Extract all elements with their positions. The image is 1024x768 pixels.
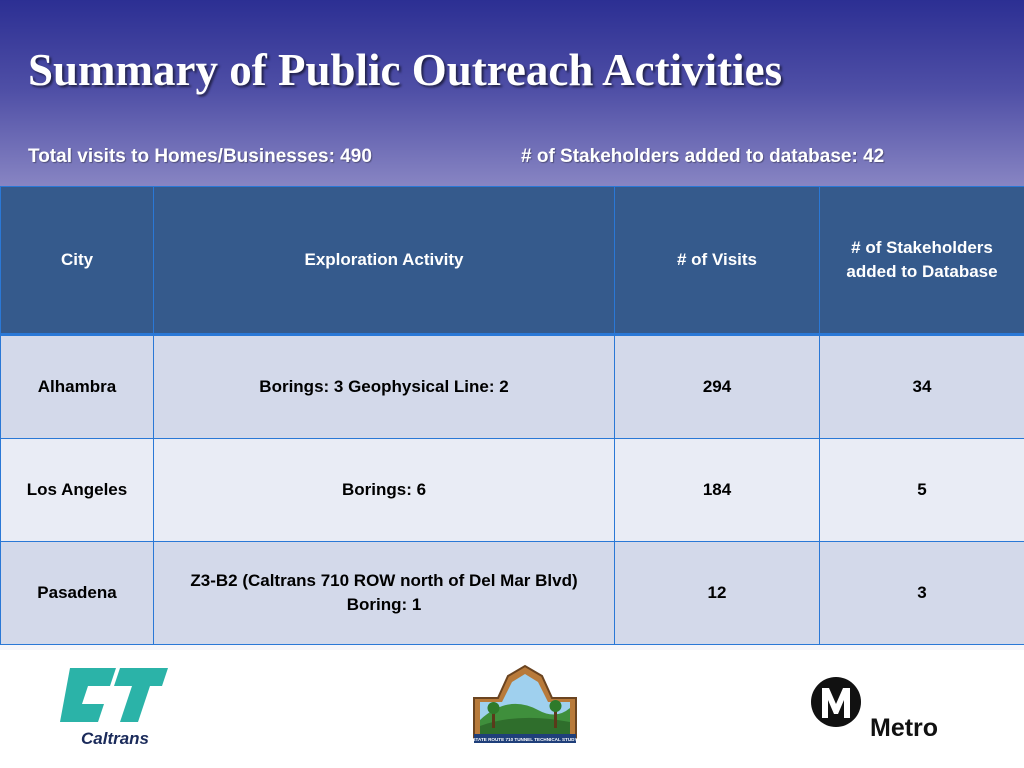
caltrans-logo-icon: Caltrans	[60, 668, 168, 748]
header-exploration-activity: Exploration Activity	[153, 186, 615, 336]
header-visits: # of Visits	[614, 186, 820, 336]
stakeholders-stat: # of Stakeholders added to database: 42	[521, 146, 885, 167]
cell-activity: Z3-B2 (Caltrans 710 ROW north of Del Mar…	[153, 541, 615, 645]
table-row: Pasadena Z3-B2 (Caltrans 710 ROW north o…	[0, 541, 1024, 645]
cell-visits: 294	[614, 334, 820, 439]
cell-stakeholders: 5	[819, 438, 1024, 542]
page-title: Summary of Public Outreach Activities	[28, 45, 783, 95]
table-row: Alhambra Borings: 3 Geophysical Line: 2 …	[0, 334, 1024, 439]
outreach-table: City Exploration Activity # of Visits # …	[0, 186, 1024, 645]
total-visits-stat: Total visits to Homes/Businesses: 490	[28, 146, 372, 167]
cell-visits: 12	[614, 541, 820, 645]
metro-logo-icon: Metro	[810, 672, 962, 742]
cell-stakeholders: 34	[819, 334, 1024, 439]
study-logo-icon: STATE ROUTE 710 TUNNEL TECHNICAL STUDY	[472, 664, 578, 743]
cell-visits: 184	[614, 438, 820, 542]
svg-text:Metro: Metro	[870, 714, 938, 742]
cell-city: Alhambra	[0, 334, 154, 439]
table-header-row: City Exploration Activity # of Visits # …	[0, 186, 1024, 336]
svg-text:STATE ROUTE 710 TUNNEL TECHNIC: STATE ROUTE 710 TUNNEL TECHNICAL STUDY	[472, 737, 577, 742]
table-row: Los Angeles Borings: 6 184 5	[0, 438, 1024, 542]
svg-text:Caltrans: Caltrans	[81, 729, 149, 748]
cell-city: Los Angeles	[0, 438, 154, 542]
cell-activity: Borings: 6	[153, 438, 615, 542]
cell-activity: Borings: 3 Geophysical Line: 2	[153, 334, 615, 439]
header-stakeholders: # of Stakeholders added to Database	[819, 186, 1024, 336]
cell-city: Pasadena	[0, 541, 154, 645]
header-city: City	[0, 186, 154, 336]
cell-stakeholders: 3	[819, 541, 1024, 645]
